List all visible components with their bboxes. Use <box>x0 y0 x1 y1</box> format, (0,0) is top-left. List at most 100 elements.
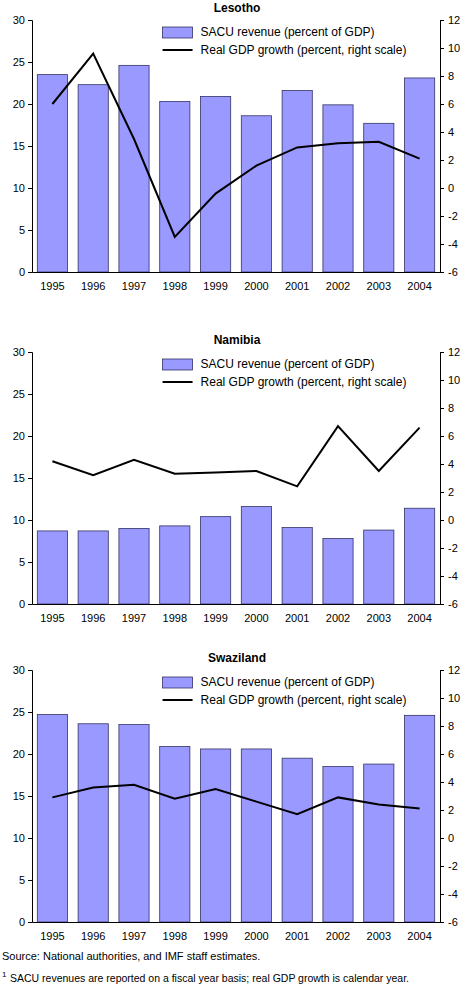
tick: 2002 <box>326 612 350 624</box>
tick: 25 <box>13 56 32 68</box>
tick: 4 <box>440 126 454 138</box>
bar <box>201 96 231 272</box>
bar <box>201 517 231 604</box>
tick-label: 1995 <box>40 612 64 624</box>
tick-label: 12 <box>448 346 460 358</box>
tick-label: 1996 <box>81 930 105 942</box>
tick-label: 5 <box>19 556 25 568</box>
tick: 20 <box>13 430 32 442</box>
tick-label: 0 <box>19 266 25 278</box>
tick: 15 <box>13 790 32 802</box>
tick-label: 2003 <box>367 930 391 942</box>
tick-label: 2004 <box>407 612 431 624</box>
tick-label: 2002 <box>326 280 350 292</box>
axis-line <box>33 272 441 273</box>
bar <box>160 746 190 922</box>
legend-swatch <box>163 699 193 701</box>
axis-line <box>33 604 441 605</box>
tick: 0 <box>19 598 32 610</box>
tick-mark <box>28 104 32 105</box>
y2-axis: -6-4-2024681012 <box>440 346 460 610</box>
tick: 15 <box>13 472 32 484</box>
tick-label: 1995 <box>40 930 64 942</box>
legend-swatch <box>163 381 193 383</box>
footnote-text: SACU revenues are reported on a fiscal y… <box>10 972 409 984</box>
tick-label: 15 <box>13 472 25 484</box>
tick-mark <box>440 726 444 727</box>
tick-label: 1998 <box>163 280 187 292</box>
bar <box>405 508 435 604</box>
axis-line <box>441 353 445 605</box>
tick: 20 <box>13 748 32 760</box>
bar <box>323 538 353 604</box>
tick-mark <box>28 520 32 521</box>
tick: 6 <box>440 98 454 110</box>
bar <box>78 724 108 922</box>
tick-label: -6 <box>448 266 458 278</box>
axis-line <box>441 21 445 273</box>
legend-label: Real GDP growth (percent, right scale) <box>201 693 407 707</box>
tick-mark <box>28 352 32 353</box>
line <box>52 54 419 237</box>
tick: -6 <box>440 266 458 278</box>
tick-label: 2004 <box>407 280 431 292</box>
tick-mark <box>440 464 444 465</box>
plot-area <box>37 715 434 922</box>
tick-mark <box>28 562 32 563</box>
tick-label: 0 <box>448 832 454 844</box>
tick-label: -2 <box>448 860 458 872</box>
tick-label: 1997 <box>122 930 146 942</box>
bar <box>405 715 435 922</box>
tick-label: -4 <box>448 238 458 250</box>
tick-label: 0 <box>19 598 25 610</box>
tick: 0 <box>440 182 454 194</box>
tick-mark <box>28 188 32 189</box>
tick-mark <box>28 754 32 755</box>
tick-label: 8 <box>448 70 454 82</box>
tick-label: 20 <box>13 748 25 760</box>
legend-item: Real GDP growth (percent, right scale) <box>163 375 407 389</box>
tick: 2004 <box>407 612 431 624</box>
tick-label: 4 <box>448 458 454 470</box>
tick: 1997 <box>122 612 146 624</box>
legend-label: Real GDP growth (percent, right scale) <box>201 375 407 389</box>
tick-label: 10 <box>13 832 25 844</box>
x-axis: 1995199619971998199920002001200220032004 <box>33 923 441 943</box>
tick-mark <box>440 604 444 605</box>
tick-mark <box>28 272 32 273</box>
x-axis: 1995199619971998199920002001200220032004 <box>33 605 441 625</box>
bar <box>282 91 312 272</box>
tick-label: 5 <box>19 224 25 236</box>
tick-label: 12 <box>448 664 460 676</box>
y-axis: 051015202530 <box>13 346 33 610</box>
tick-mark <box>440 272 444 273</box>
tick-mark <box>28 880 32 881</box>
bar <box>160 526 190 604</box>
bar <box>201 749 231 922</box>
tick: 1996 <box>81 280 105 292</box>
tick-label: -2 <box>448 210 458 222</box>
tick: 2000 <box>244 280 268 292</box>
tick-mark <box>440 576 444 577</box>
tick: 2001 <box>285 930 309 942</box>
tick-label: 1999 <box>203 930 227 942</box>
axis-line <box>28 671 33 923</box>
tick-label: 1997 <box>122 612 146 624</box>
legend-item: Real GDP growth (percent, right scale) <box>163 43 407 57</box>
tick-mark <box>28 436 32 437</box>
tick-label: 1996 <box>81 612 105 624</box>
tick: 12 <box>440 14 460 26</box>
tick: 6 <box>440 430 454 442</box>
tick-mark <box>440 782 444 783</box>
tick-mark <box>28 20 32 21</box>
tick: -4 <box>440 238 458 250</box>
tick: 5 <box>19 874 32 886</box>
tick-label: 6 <box>448 430 454 442</box>
tick: 2 <box>440 154 454 166</box>
tick-label: 10 <box>448 692 460 704</box>
chart-title: Swaziland <box>208 651 266 665</box>
tick-label: 8 <box>448 402 454 414</box>
tick: 0 <box>19 916 32 928</box>
legend-label: SACU revenue (percent of GDP) <box>201 25 375 39</box>
tick-label: 2001 <box>285 612 309 624</box>
